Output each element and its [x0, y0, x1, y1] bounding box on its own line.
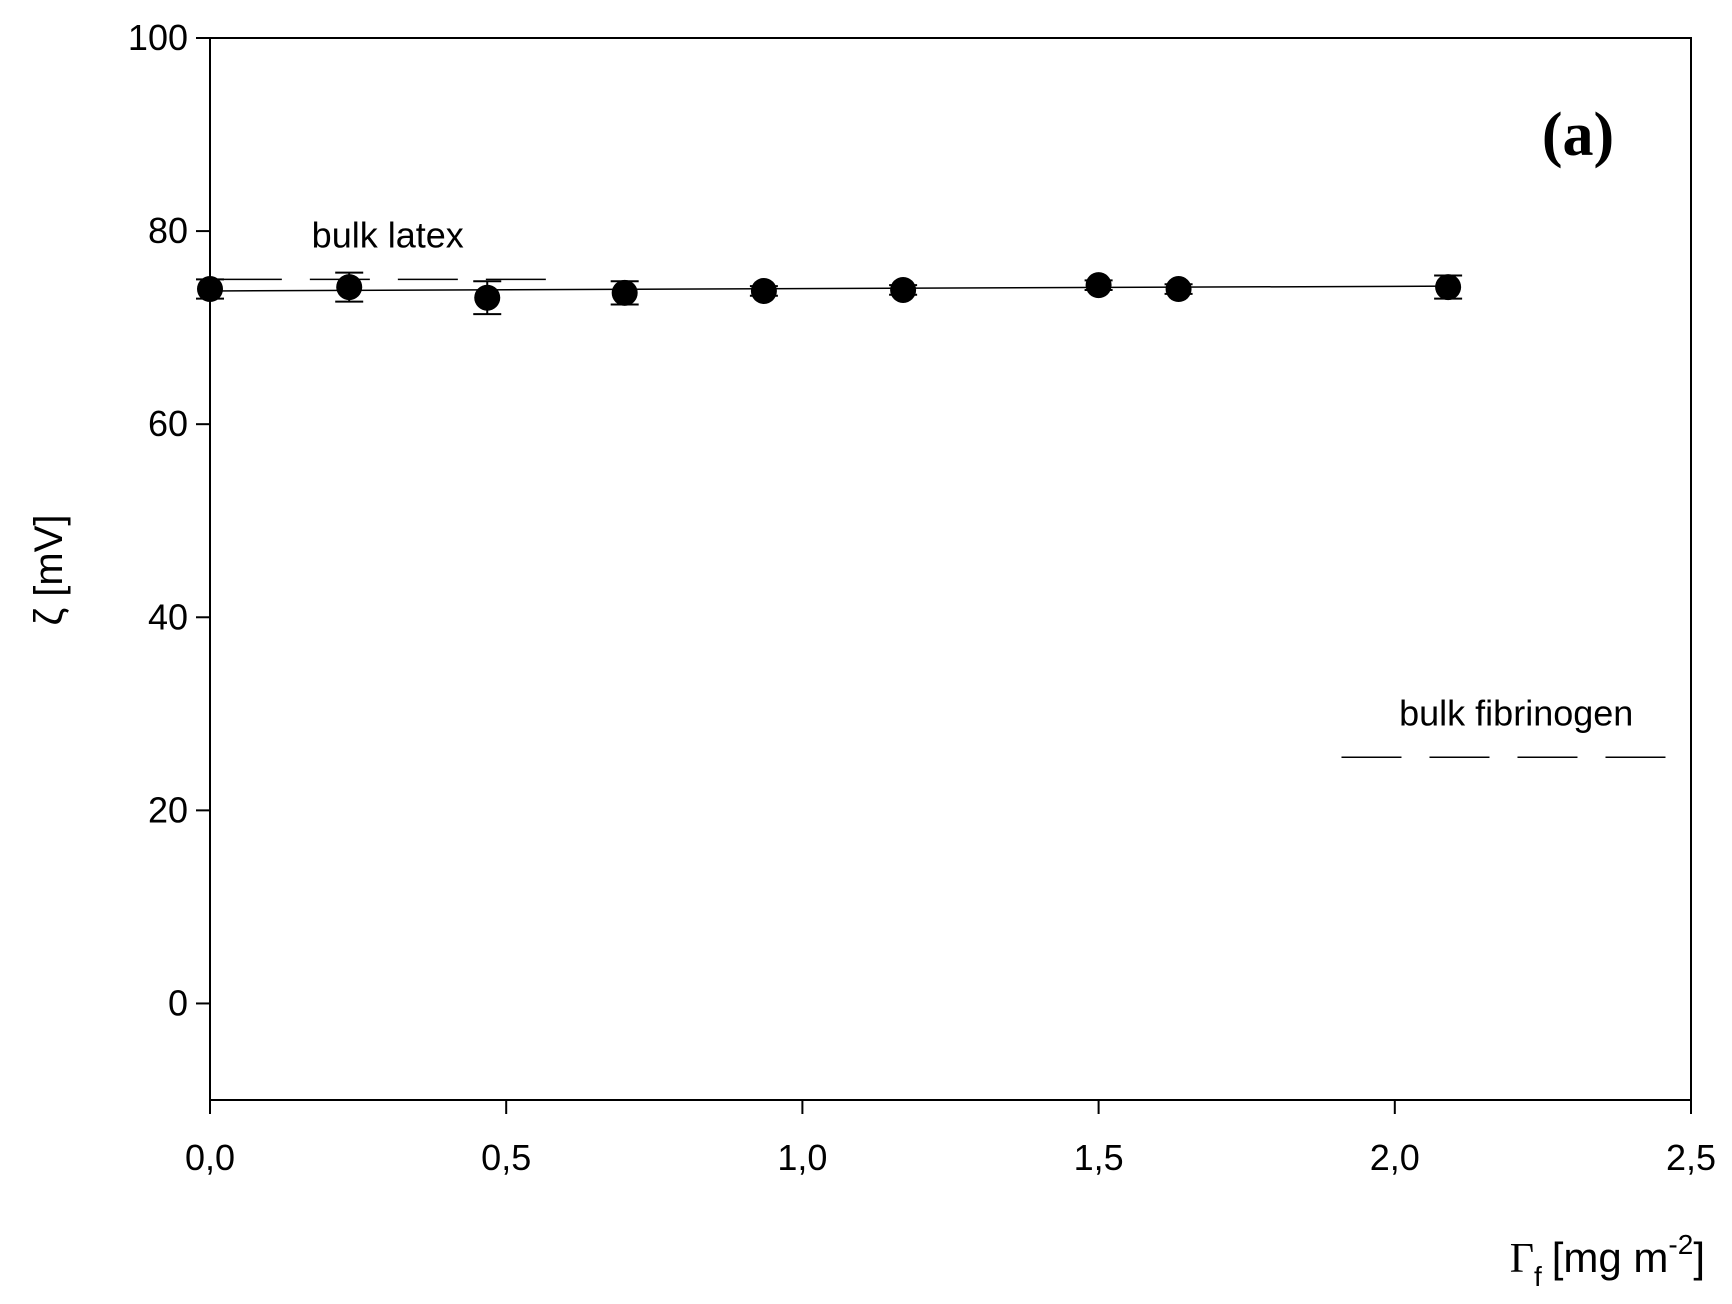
- x-tick-label: 1,0: [777, 1137, 827, 1178]
- x-label-superscript: -2: [1668, 1229, 1693, 1260]
- data-point: [611, 279, 638, 306]
- y-tick-label: 20: [148, 789, 188, 830]
- x-tick-label: 0,5: [481, 1137, 531, 1178]
- x-axis-label: Γf [mg m-2]: [1510, 1229, 1705, 1292]
- y-tick-label: 100: [128, 17, 188, 58]
- plot-frame: [209, 37, 1692, 1101]
- data-point: [750, 277, 777, 304]
- y-tick-label: 0: [168, 982, 188, 1023]
- panel-label: (a): [1542, 101, 1614, 169]
- x-tick-label: 2,0: [1370, 1137, 1420, 1178]
- data-point: [197, 276, 223, 303]
- data-point: [890, 276, 917, 303]
- x-label-symbol: Γ: [1510, 1236, 1534, 1282]
- reference-label: bulk latex: [312, 214, 464, 255]
- x-tick-label: 1,5: [1074, 1137, 1124, 1178]
- y-axis-label: ζ [mV]: [27, 515, 71, 626]
- reference-label: bulk fibrinogen: [1399, 692, 1633, 733]
- data-point: [474, 284, 501, 311]
- x-label-close: ]: [1693, 1234, 1705, 1281]
- y-tick-label: 60: [148, 403, 188, 444]
- x-label-subscript: f: [1534, 1261, 1542, 1292]
- fit-line: [209, 285, 1449, 292]
- x-tick-label: 2,5: [1666, 1137, 1716, 1178]
- data-point: [336, 274, 363, 301]
- data-point: [1435, 274, 1462, 301]
- y-tick-label: 80: [148, 210, 188, 251]
- x-label-unit: [mg m: [1552, 1234, 1669, 1281]
- data-point: [1085, 272, 1112, 299]
- data-point: [1165, 276, 1192, 303]
- x-tick-label: 0,0: [185, 1137, 235, 1178]
- y-tick-label: 40: [148, 596, 188, 637]
